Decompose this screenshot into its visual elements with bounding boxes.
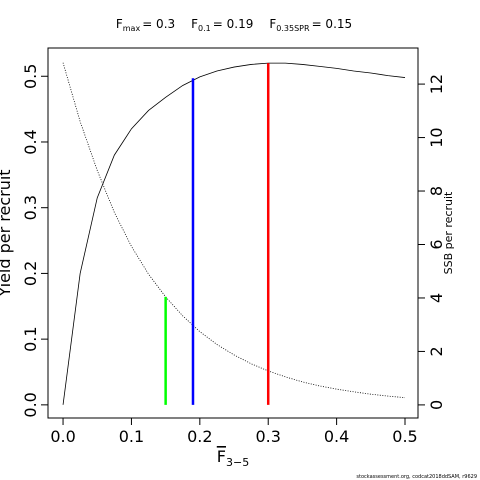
title-subscript: max [123, 24, 141, 33]
y2-tick-label: 12 [427, 74, 446, 94]
y-tick-label: 0.1 [21, 326, 40, 351]
x-axis-label-symbol: F [217, 447, 226, 466]
y2-axis-label: SSB per recruit [442, 191, 455, 274]
footnote: stockassessment.org, codcat2018ddSAM, r9… [356, 474, 477, 480]
title-symbol: F [269, 17, 276, 31]
y2-tick-label: 4 [427, 293, 446, 303]
y2-tick-label: 0 [427, 400, 446, 410]
title-value: = 0.19 [213, 17, 254, 31]
y2-tick-label: 2 [427, 346, 446, 356]
title-symbol: F [116, 17, 123, 31]
x-axis-label-subscript: 3−5 [226, 456, 249, 469]
x-tick-label: 0.3 [255, 427, 280, 446]
y2-tick-label: 10 [427, 127, 446, 147]
y-tick-label: 0.2 [21, 261, 40, 286]
y2-tick-label: 8 [427, 186, 446, 196]
x-tick-label: 0.1 [119, 427, 144, 446]
title-subscript: 0.35SPR [276, 24, 310, 33]
y-axis-label: Yield per recruit [0, 169, 14, 297]
title-value: = 0.15 [312, 17, 353, 31]
title-symbol: F [191, 17, 198, 31]
title-subscript: 0.1 [198, 24, 211, 33]
plot-frame [47, 47, 419, 419]
line-series [62, 62, 406, 405]
chart-title: Fmax = 0.3 F0.1 = 0.19 F0.35SPR = 0.15 [116, 17, 352, 33]
y-tick-label: 0.0 [21, 392, 40, 417]
y-tick-label: 0.5 [21, 64, 40, 89]
x-tick-label: 0.0 [50, 427, 75, 446]
title-value: = 0.3 [142, 17, 175, 31]
x-axis-label: F3−5 [217, 447, 249, 469]
y-tick-label: 0.3 [21, 195, 40, 220]
x-tick-label: 0.2 [187, 427, 212, 446]
y-tick-label: 0.4 [21, 129, 40, 154]
y2-tick-label: 6 [427, 239, 446, 249]
x-tick-label: 0.5 [392, 427, 417, 446]
x-tick-label: 0.4 [324, 427, 349, 446]
line-series [62, 62, 406, 399]
